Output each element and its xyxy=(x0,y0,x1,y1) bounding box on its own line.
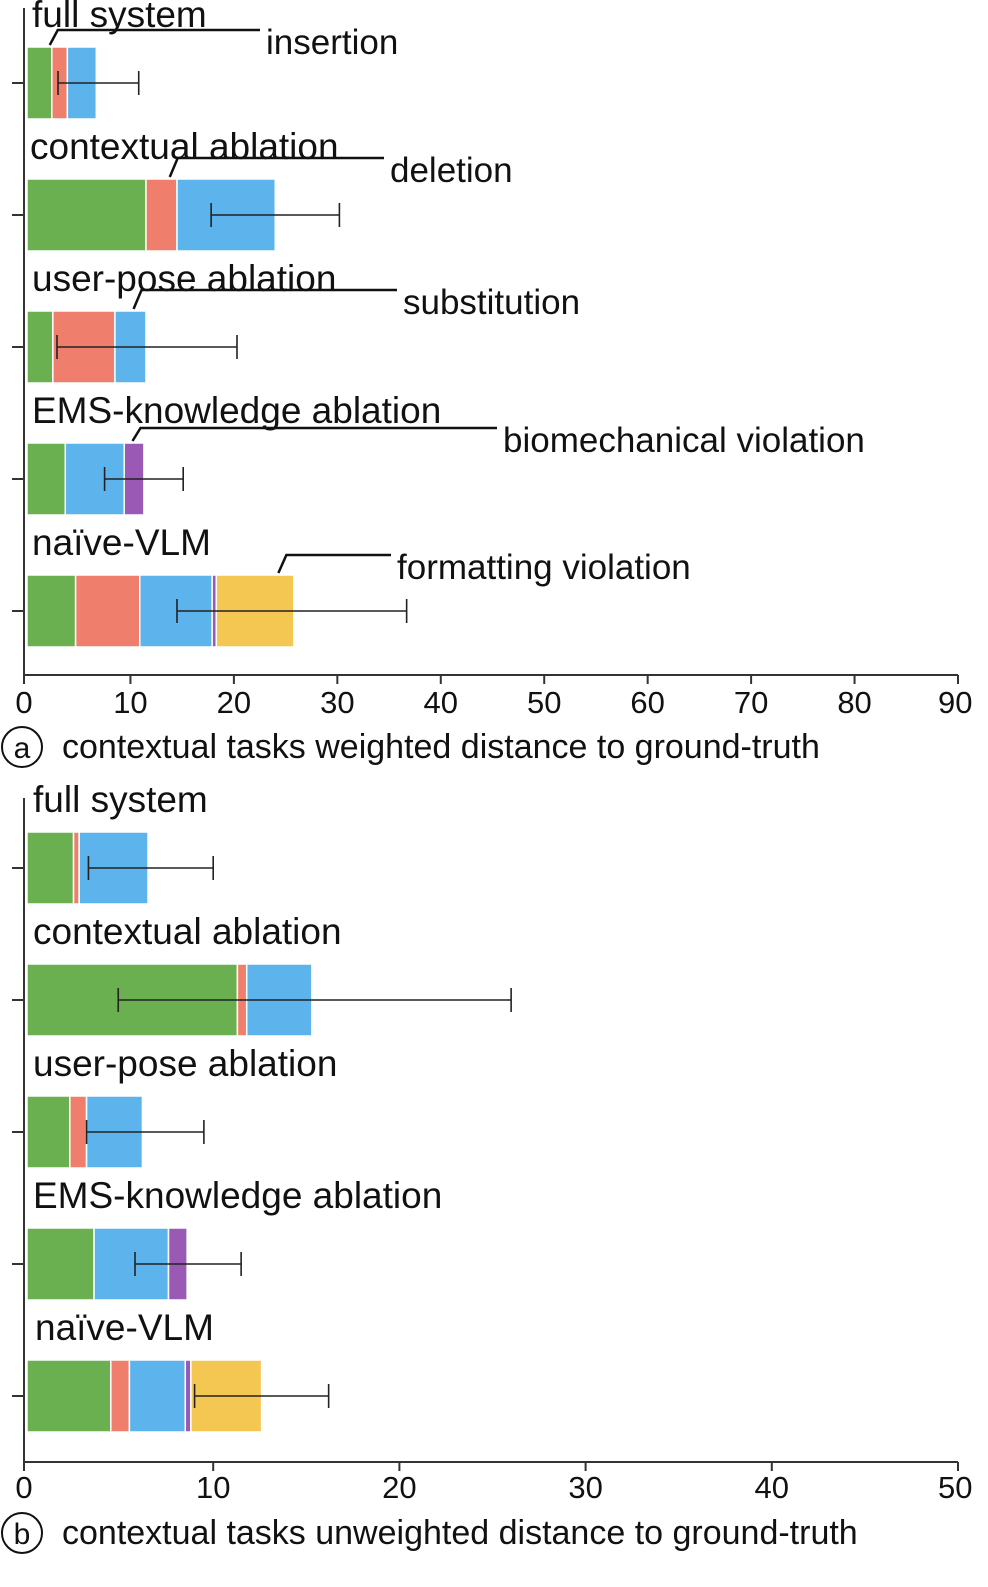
error-bar xyxy=(56,335,238,359)
legend-label-biomechanical: biomechanical violation xyxy=(503,421,865,460)
panel-caption: contextual tasks unweighted distance to … xyxy=(62,1514,858,1552)
x-tick-label: 0 xyxy=(15,685,32,720)
x-tick-label: 30 xyxy=(568,1470,602,1505)
x-tick-label: 50 xyxy=(527,685,561,720)
error-bar xyxy=(193,1384,330,1408)
bar-segment-insertion xyxy=(26,831,75,905)
bar-segment-biomechanical xyxy=(184,1359,192,1433)
bar-segment-deletion xyxy=(110,1359,131,1433)
bar-segment-insertion xyxy=(26,1095,71,1169)
error-bar xyxy=(57,71,140,95)
bar-segment-insertion xyxy=(26,574,77,648)
x-tick-label: 40 xyxy=(424,685,458,720)
bar-segment-deletion xyxy=(69,1095,88,1169)
bar-segment-insertion xyxy=(26,442,67,516)
x-tick-label: 40 xyxy=(755,1470,789,1505)
panel-b: 0 10 20 30 40 50 full system contextual ablatio… xyxy=(1,779,972,1554)
error-bar xyxy=(134,1252,242,1276)
x-tick-label: 80 xyxy=(837,685,871,720)
legend-label-formatting: formatting violation xyxy=(397,548,691,587)
legend-leader-line xyxy=(131,426,497,442)
legend-label-insertion: insertion xyxy=(266,23,398,62)
bar-segment-insertion xyxy=(26,1359,112,1433)
bar-segment-substitution xyxy=(128,1359,187,1433)
error-bar xyxy=(103,467,185,491)
bar-segment-substitution xyxy=(93,1227,170,1301)
legend-leader-line xyxy=(277,553,391,574)
bar-segment-insertion xyxy=(26,310,54,384)
bar-segment-insertion xyxy=(26,178,147,252)
category-label: EMS-knowledge ablation xyxy=(32,390,441,431)
error-bar xyxy=(117,988,512,1012)
category-label: contextual ablation xyxy=(33,911,342,952)
x-tick-label: 90 xyxy=(938,685,972,720)
error-bar xyxy=(176,599,408,623)
x-tick-label: 0 xyxy=(15,1470,32,1505)
legend-label-substitution: substitution xyxy=(403,283,580,322)
error-bar xyxy=(87,856,214,880)
bar-segment-deletion xyxy=(72,831,80,905)
legend-leader-line xyxy=(48,28,260,46)
category-label: naïve-VLM xyxy=(32,522,211,563)
category-label: EMS-knowledge ablation xyxy=(33,1175,442,1216)
x-tick-label: 20 xyxy=(382,1470,416,1505)
legend-label-deletion: deletion xyxy=(390,151,513,190)
x-tick-label: 10 xyxy=(113,685,147,720)
error-bar xyxy=(210,203,341,227)
error-bar xyxy=(85,1120,205,1144)
bar-segment-deletion xyxy=(145,178,178,252)
bar-segment-insertion xyxy=(26,1227,95,1301)
x-tick-label: 30 xyxy=(320,685,354,720)
x-tick-label: 20 xyxy=(217,685,251,720)
panel-letter: a xyxy=(14,732,31,765)
legend-leader-line xyxy=(132,288,397,310)
legend-leader-line xyxy=(168,156,384,178)
x-tick-label: 70 xyxy=(734,685,768,720)
category-label: contextual ablation xyxy=(30,126,339,167)
x-tick-label: 50 xyxy=(938,1470,972,1505)
bar-segment-deletion xyxy=(74,574,141,648)
x-tick-label: 60 xyxy=(630,685,664,720)
category-label: user-pose ablation xyxy=(32,258,336,299)
panel-caption: contextual tasks weighted distance to gr… xyxy=(62,728,820,766)
x-tick-label: 10 xyxy=(196,1470,230,1505)
bar-segment-insertion xyxy=(26,46,53,120)
panel-letter-circle xyxy=(1,726,43,768)
panel-letter: b xyxy=(14,1518,31,1551)
category-label: user-pose ablation xyxy=(33,1043,337,1084)
category-label: naïve-VLM xyxy=(35,1307,214,1348)
panel-letter-circle xyxy=(1,1512,43,1554)
category-label: full system xyxy=(33,779,208,820)
